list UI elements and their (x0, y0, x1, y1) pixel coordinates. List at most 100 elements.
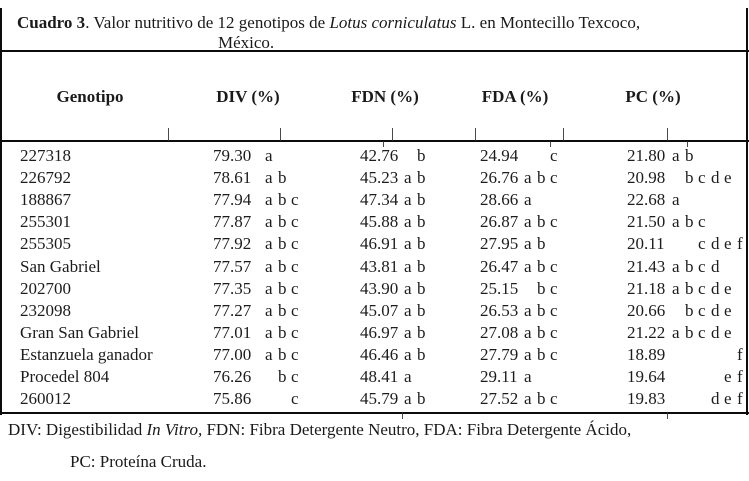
letter-slot: a (672, 322, 680, 342)
fdn-value-cell: 43.81 (360, 256, 399, 276)
div-value-cell: 77.57 (213, 256, 252, 276)
genotype-cell: 255301 (20, 212, 71, 232)
fda-value-cell: 26.87 (480, 212, 519, 232)
letter-slot: b (417, 300, 426, 320)
caption-text: . Valor nutritivo de 12 genotipos de (85, 13, 330, 32)
div-significance-letters: c (265, 389, 343, 409)
letter-slot: b (278, 212, 287, 232)
pc-value-cell: 21.50 (627, 212, 666, 232)
letter-slot: b (537, 256, 546, 276)
div-value-cell: 77.27 (213, 300, 252, 320)
letter-slot: c (291, 212, 299, 232)
genotype-cell: 226792 (20, 168, 71, 188)
letter-slot: c (550, 256, 558, 276)
footnote-text: DIV: Digestibilidad (8, 420, 147, 439)
genotype-cell: San Gabriel (20, 256, 101, 276)
genotype-cell: 202700 (20, 278, 71, 298)
letter-slot: a (404, 256, 412, 276)
pc-value-cell: 18.89 (627, 344, 666, 364)
scan-tick (667, 412, 668, 419)
letter-slot: c (291, 322, 299, 342)
letter-slot: c (291, 300, 299, 320)
fda-significance-letters: c (524, 146, 602, 166)
letter-slot: b (278, 168, 287, 188)
letter-slot: d (711, 389, 720, 409)
scan-tick (563, 128, 564, 141)
fdn-significance-letters: a (404, 367, 482, 387)
div-value-cell: 77.92 (213, 234, 252, 254)
footnote-invitro: In Vitro, (146, 420, 203, 439)
scan-tick (383, 141, 384, 147)
letter-slot: e (724, 389, 732, 409)
div-value-cell: 77.94 (213, 190, 252, 210)
letter-slot: c (550, 278, 558, 298)
fda-value-cell: 24.94 (480, 146, 519, 165)
letter-slot: c (550, 300, 558, 320)
letter-slot: b (685, 256, 694, 276)
fda-value-cell: 28.66 (480, 190, 519, 210)
letter-slot: c (291, 234, 299, 254)
letter-slot: b (278, 344, 287, 364)
scan-tick (392, 128, 393, 141)
letter-slot: b (417, 190, 426, 210)
letter-slot: b (685, 278, 694, 298)
letter-slot: c (291, 278, 299, 298)
div-significance-letters: a (265, 146, 343, 166)
letter-slot: f (737, 367, 743, 386)
pc-value-cell: 22.68 (627, 190, 666, 210)
letter-slot: b (685, 146, 694, 165)
div-value-cell: 77.87 (213, 212, 252, 232)
table-frame-left-border (0, 8, 2, 415)
letter-slot: a (672, 212, 680, 232)
genotype-cell: Gran San Gabriel (20, 322, 139, 342)
letter-slot: a (404, 389, 412, 409)
letter-slot: a (404, 234, 412, 254)
letter-slot: a (524, 367, 532, 386)
letter-slot: e (724, 278, 732, 298)
letter-slot: b (537, 212, 546, 232)
fda-value-cell: 27.52 (480, 389, 519, 409)
letter-slot: e (724, 168, 732, 188)
letter-slot: b (278, 256, 287, 276)
letter-slot: a (265, 344, 273, 364)
letter-slot: b (417, 344, 426, 364)
letter-slot: c (698, 278, 706, 298)
letter-slot: c (698, 234, 706, 254)
letter-slot: c (550, 322, 558, 342)
fda-value-cell: 27.08 (480, 322, 519, 342)
letter-slot: a (265, 300, 273, 320)
genotype-cell: 255305 (20, 234, 71, 254)
letter-slot: b (417, 256, 426, 276)
column-header-pc: PC (%) (625, 87, 681, 106)
letter-slot: a (404, 300, 412, 320)
letter-slot: b (278, 234, 287, 254)
letter-slot: a (524, 344, 532, 364)
column-header-genotipo: Genotipo (56, 87, 124, 106)
fdn-value-cell: 46.97 (360, 322, 399, 342)
caption-species-name: Lotus corniculatus (329, 13, 457, 32)
column-header-fdn: FDN (%) (351, 87, 419, 106)
letter-slot: d (711, 168, 720, 188)
letter-slot: b (278, 367, 287, 386)
